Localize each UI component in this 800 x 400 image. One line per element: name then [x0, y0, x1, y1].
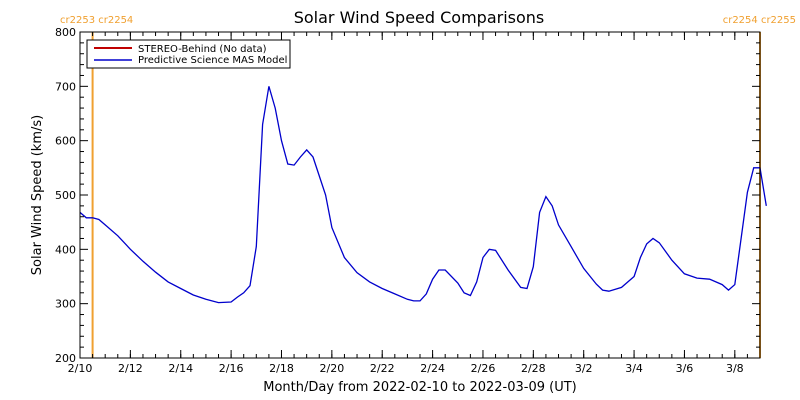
y-axis-title: Solar Wind Speed (km/s)	[30, 115, 45, 275]
x-tick-label: 3/6	[676, 362, 694, 375]
x-tick-label: 3/2	[575, 362, 593, 375]
legend-label-mas: Predictive Science MAS Model	[138, 55, 287, 66]
series-line-1	[79, 86, 767, 304]
x-tick-label: 2/18	[269, 362, 294, 375]
legend: STEREO-Behind (No data) Predictive Scien…	[86, 39, 291, 69]
y-tick-label: 400	[55, 243, 76, 256]
x-tick-label: 2/22	[370, 362, 395, 375]
x-tick-label: 2/16	[219, 362, 244, 375]
legend-label-stereo: STEREO-Behind (No data)	[138, 44, 267, 55]
x-tick-label: 2/10	[68, 362, 93, 375]
x-tick-label: 2/24	[420, 362, 445, 375]
plot-area	[79, 32, 767, 358]
x-tick-label: 2/28	[521, 362, 546, 375]
plot-frame	[79, 31, 761, 359]
x-tick-label: 2/26	[471, 362, 496, 375]
x-tick-label: 3/4	[625, 362, 643, 375]
x-tick-label: 2/14	[168, 362, 193, 375]
carrington-label-left: cr2253 cr2254	[60, 15, 133, 26]
y-tick-label: 500	[55, 189, 76, 202]
chart-title: Solar Wind Speed Comparisons	[294, 8, 545, 27]
y-axis: 200 300 400 500 600 700 800	[55, 26, 760, 365]
x-axis: 2/10 2/12 2/14 2/16 2/18 2/20 2/22 2/24 2/26 2/28…	[68, 32, 761, 375]
x-tick-label: 2/12	[118, 362, 143, 375]
x-tick-label: 2/20	[320, 362, 345, 375]
y-tick-label: 700	[55, 80, 76, 93]
y-tick-label: 800	[55, 26, 76, 39]
y-tick-label: 600	[55, 135, 76, 148]
x-tick-label: 3/8	[726, 362, 744, 375]
x-axis-title: Month/Day from 2022-02-10 to 2022-03-09 …	[263, 380, 576, 395]
legend-box	[86, 39, 291, 69]
carrington-label-right: cr2254 cr2255	[723, 15, 796, 26]
y-tick-label: 200	[55, 352, 76, 365]
y-tick-label: 300	[55, 298, 76, 311]
